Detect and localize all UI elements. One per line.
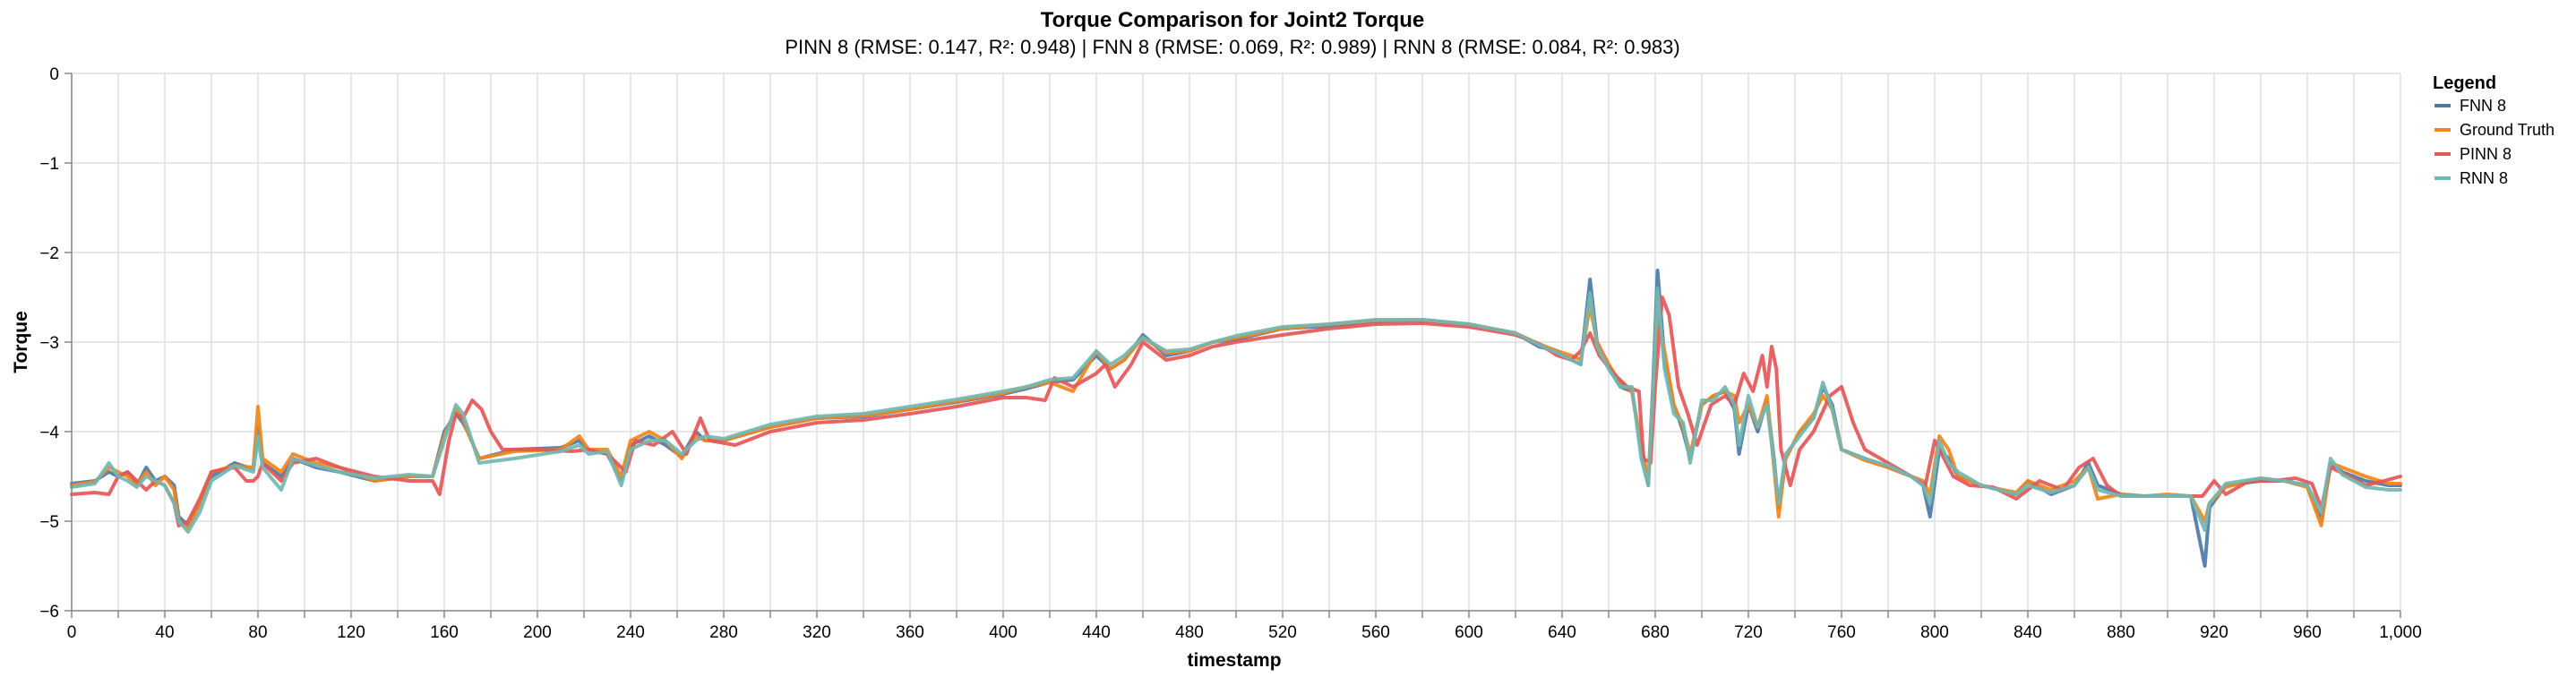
x-tick-label: 720 [1734,623,1763,642]
x-tick-label: 800 [1920,623,1949,642]
legend-label-pinn-8: PINN 8 [2460,145,2512,163]
x-tick-label: 40 [155,623,174,642]
legend-label-fnn-8: FNN 8 [2460,97,2506,115]
x-tick-label: 400 [989,623,1018,642]
x-tick-label: 840 [2014,623,2042,642]
legend-items: FNN 8 Ground Truth PINN 8 RNN 8 [2434,97,2555,187]
legend: Legend FNN 8 Ground Truth PINN 8 RNN 8 [2433,73,2555,187]
y-tick-label: −4 [39,424,59,442]
y-tick-label: 0 [49,65,59,84]
x-tick-label: 960 [2293,623,2322,642]
y-axis-title: Torque [11,311,31,373]
y-tick-label: −2 [39,244,59,263]
x-tick-label: 240 [616,623,645,642]
y-tick-label: −6 [39,603,59,621]
x-tick-label: 640 [1548,623,1576,642]
legend-label-rnn-8: RNN 8 [2460,169,2508,187]
x-axis-title: timestamp [1187,650,1281,671]
chart-subtitle: PINN 8 (RMSE: 0.147, R²: 0.948) | FNN 8 … [785,36,1679,58]
x-tick-label: 600 [1455,623,1483,642]
chart-title: Torque Comparison for Joint2 Torque [1041,8,1424,32]
x-tick-label: 120 [337,623,365,642]
legend-title: Legend [2433,73,2496,93]
x-tick-label: 320 [803,623,831,642]
series-line-rnn-8 [70,287,2402,534]
series-layer [70,269,2402,568]
x-tick-label: 480 [1175,623,1204,642]
x-tick-label: 560 [1361,623,1390,642]
x-tick-label: 360 [896,623,924,642]
x-tick-label: 160 [430,623,459,642]
x-tick-label: 80 [248,623,267,642]
x-tick-label: 280 [709,623,738,642]
x-tick-label: 880 [2107,623,2135,642]
y-tick-label: −3 [39,334,59,353]
x-tick-label: 1,000 [2379,623,2422,642]
y-axis-ticks: 0 −1 −2 −3 −4 −5 −6 [39,65,72,621]
x-tick-label: 680 [1641,623,1670,642]
x-tick-label: 440 [1082,623,1111,642]
y-tick-label: −1 [39,155,59,174]
x-axis-ticks: 0 40 80 120 160 200 240 280 320 360 400 440 480 520 56… [67,611,2422,642]
x-tick-label: 920 [2200,623,2228,642]
y-tick-label: −5 [39,513,59,532]
x-tick-label: 760 [1827,623,1856,642]
x-tick-label: 520 [1268,623,1297,642]
x-tick-label: 0 [67,623,77,642]
legend-label-ground-truth: Ground Truth [2460,121,2555,139]
x-tick-label: 200 [523,623,552,642]
